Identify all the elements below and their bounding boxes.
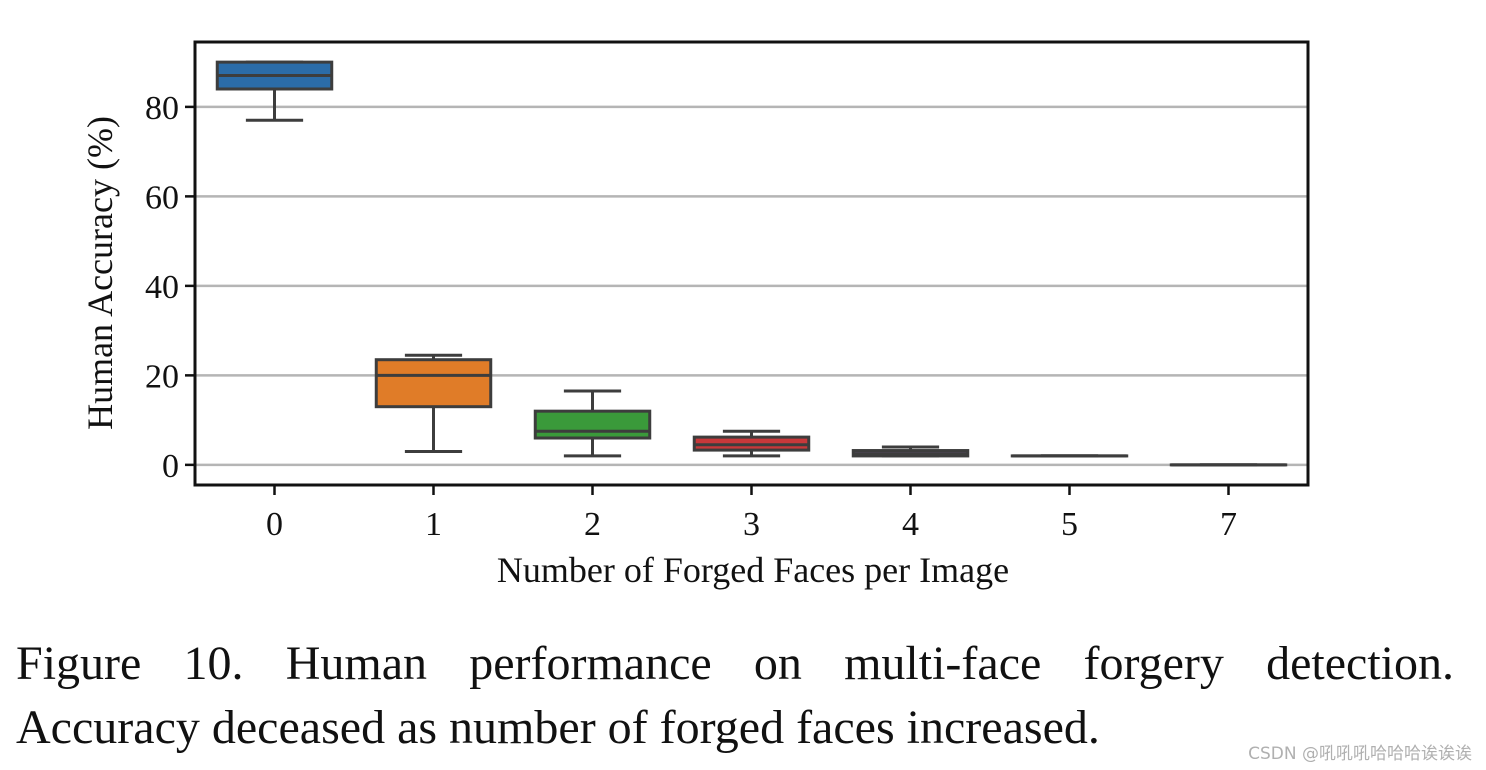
x-tick-label-4: 4: [902, 506, 919, 543]
box-series: [215, 60, 1288, 467]
x-axis-title: Number of Forged Faces per Image: [497, 550, 1009, 590]
x-tick-label-0: 0: [266, 506, 283, 543]
x-tick-label-2: 2: [584, 506, 601, 543]
box-3: [692, 429, 811, 458]
x-axis-ticks: 0 1 2 3 4 5 7: [266, 485, 1237, 543]
gridlines: [195, 105, 1308, 467]
watermark-text: CSDN @吼吼吼哈哈哈诶诶诶: [1248, 744, 1472, 764]
x-tick-label-1: 1: [425, 506, 442, 543]
box-1: [374, 353, 493, 453]
plot-area-frame: [193, 40, 1310, 487]
y-tick-label-80: 80: [145, 90, 179, 127]
x-tick-label-5: 5: [1061, 506, 1078, 543]
box-body-1: [374, 358, 493, 409]
x-tick-label-7: 7: [1220, 506, 1237, 543]
y-axis-title: Human Accuracy (%): [80, 116, 120, 430]
y-tick-label-60: 60: [145, 179, 179, 216]
x-tick-label-3: 3: [743, 506, 760, 543]
box-2: [533, 389, 652, 458]
y-tick-label-20: 20: [145, 358, 179, 395]
caption-line-1: Figure 10. Human performance on multi-fa…: [16, 637, 1454, 690]
y-tick-label-40: 40: [145, 269, 179, 306]
box-body-2: [533, 409, 652, 440]
y-tick-label-0: 0: [162, 448, 179, 485]
box-0: [215, 60, 334, 122]
box-plot-chart: 0 20 40 60 80 0 1 2 3 4 5 7 Number of Forged Faces…: [80, 40, 1310, 590]
caption-line-2: Accuracy deceased as number of forged fa…: [16, 701, 1100, 754]
figure-caption: Figure 10. Human performance on multi-fa…: [16, 632, 1454, 760]
box-4: [851, 445, 970, 458]
y-axis-ticks: 0 20 40 60 80: [145, 90, 195, 485]
